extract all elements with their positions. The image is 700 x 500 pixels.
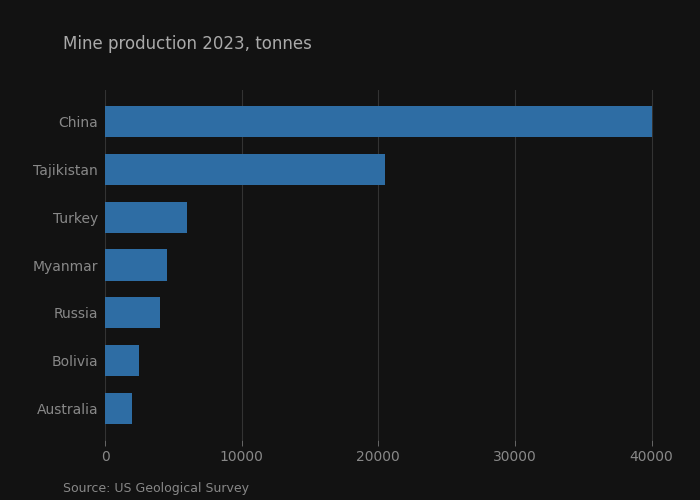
Bar xyxy=(105,202,187,232)
Text: Mine production 2023, tonnes: Mine production 2023, tonnes xyxy=(63,35,312,53)
Bar xyxy=(105,298,160,328)
Bar xyxy=(105,250,167,280)
Bar xyxy=(105,393,132,424)
Text: Source: US Geological Survey: Source: US Geological Survey xyxy=(63,482,249,495)
Bar xyxy=(105,106,652,137)
Bar xyxy=(105,345,139,376)
Bar xyxy=(105,154,385,185)
